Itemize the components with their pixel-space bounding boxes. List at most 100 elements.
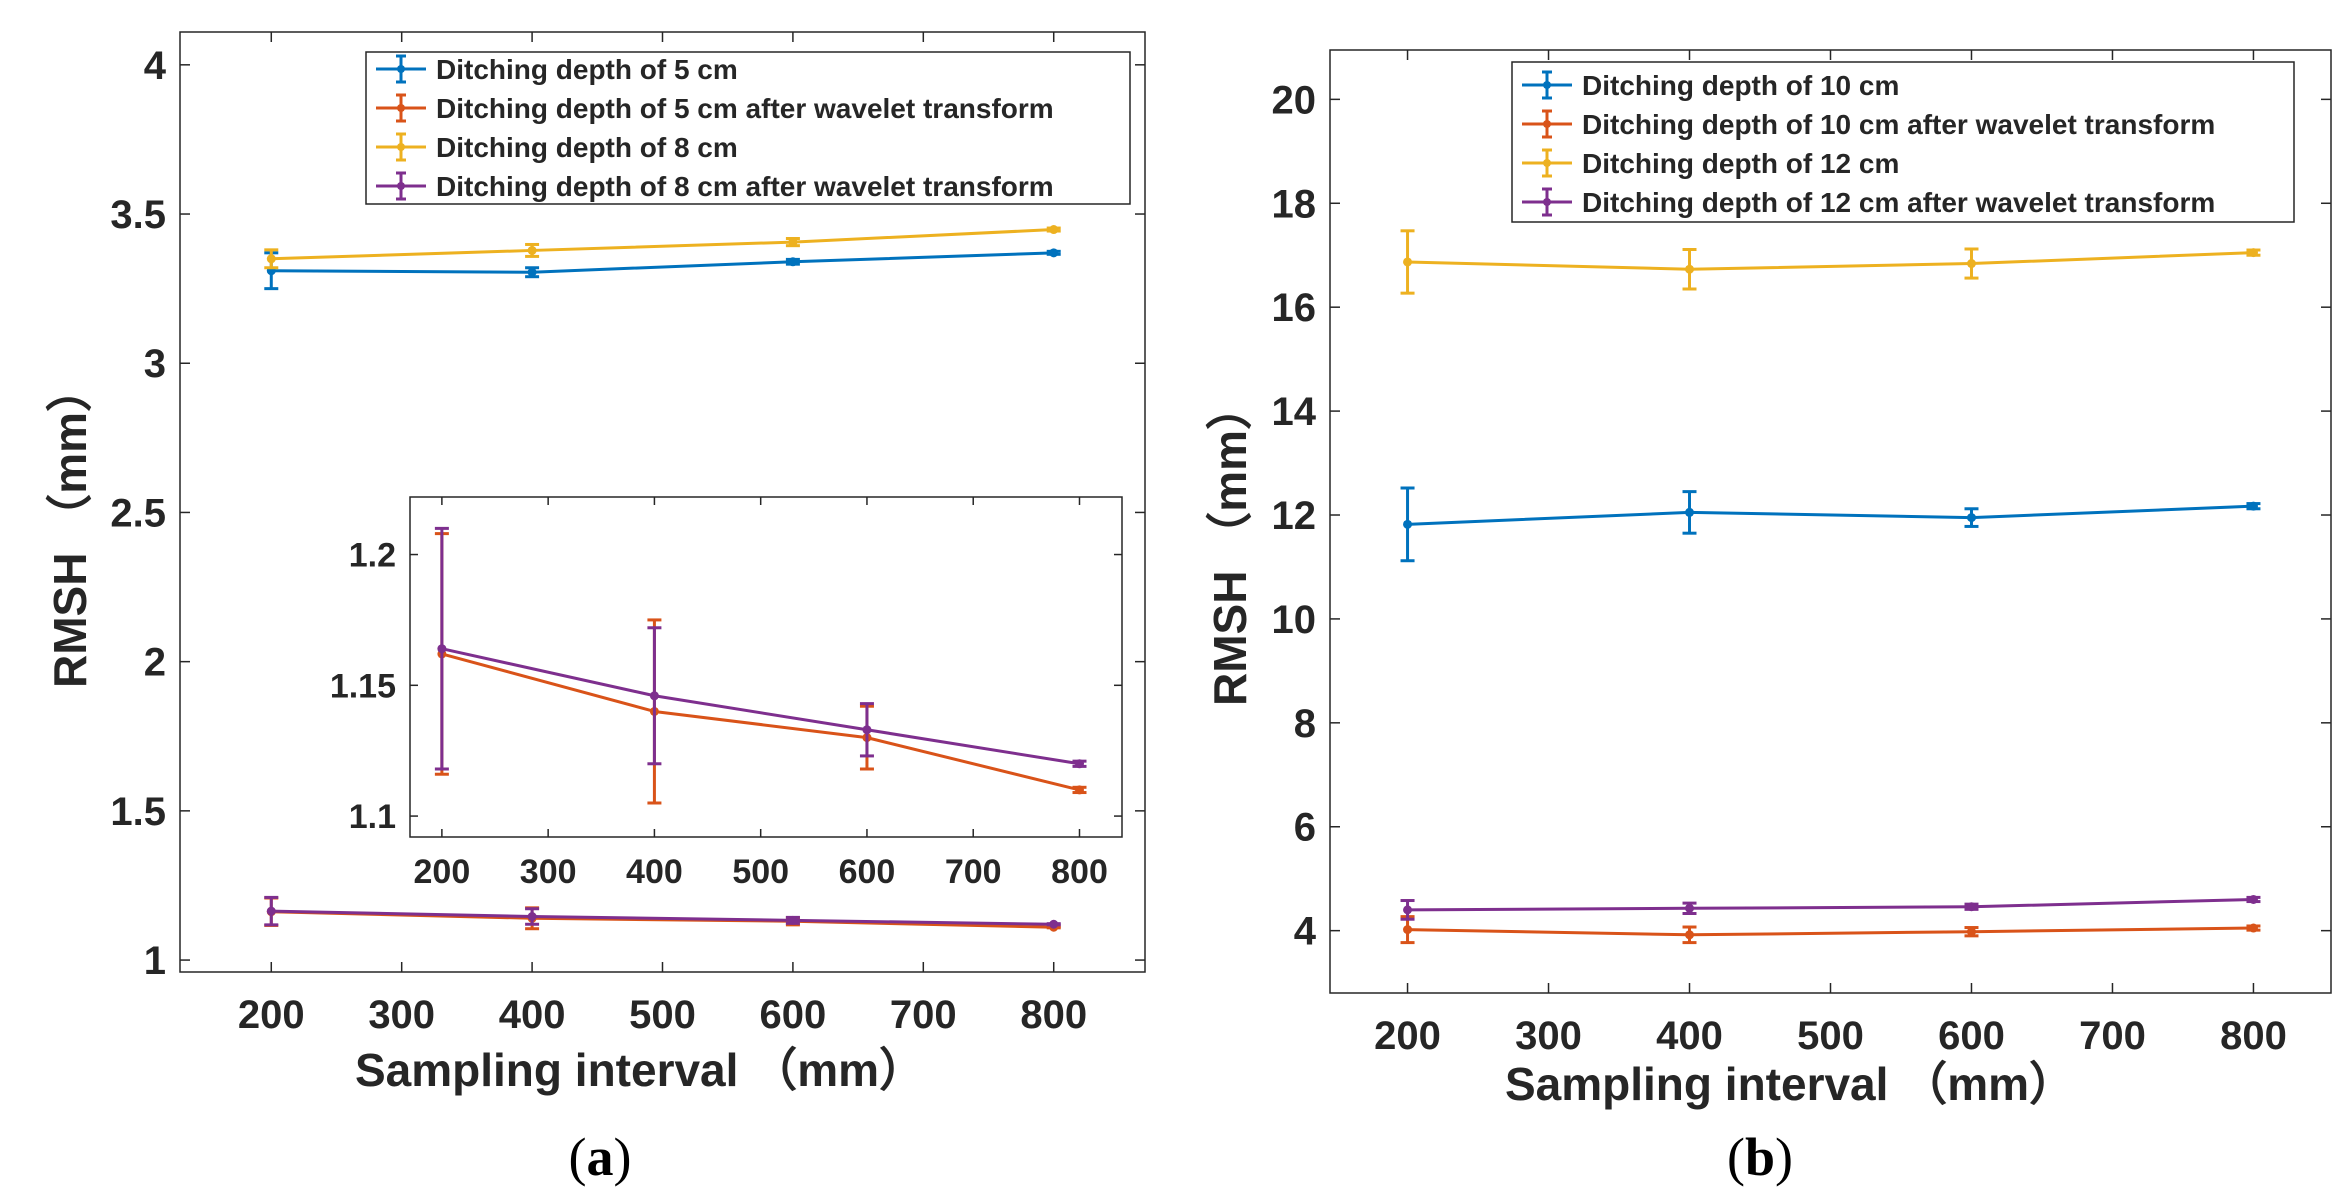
- panel-a-inset-series-1-point: [1074, 785, 1084, 795]
- panel-b-series-2-point: [1403, 925, 1413, 935]
- panel-a-y-tick-label: 3.5: [110, 193, 166, 237]
- panel-b-x-tick-label: 200: [1374, 1014, 1441, 1058]
- panel-a-series-1-point: [1049, 248, 1059, 258]
- panel-b-series-1-point: [1685, 507, 1695, 517]
- panel-b-legend-label: Ditching depth of 10 cm after wavelet tr…: [1582, 109, 2215, 140]
- panel-a-legend-swatch-point: [397, 182, 405, 190]
- panel-a-inset-y-tick-label: 1.15: [330, 667, 396, 705]
- panel-b-series-2-line: [1407, 926, 2254, 937]
- panel-b-y-tick-label: 14: [1272, 390, 1317, 434]
- panel-a-series-4-point: [1049, 919, 1059, 929]
- panel-a-inset-ticks: 200 300 400 500 600 700 800 1.1 1.15 1.2: [330, 497, 1122, 891]
- panel-a-inset-series-2-point: [862, 725, 872, 735]
- panel-a-x-axis-label: Sampling interval （mm）: [355, 1044, 925, 1096]
- panel-b-y-tick-label: 12: [1272, 494, 1317, 538]
- panel-a-legend-swatch-point: [397, 65, 405, 73]
- panel-a-inset-x-tick-label: 600: [839, 853, 896, 891]
- panel-a-x-tick-label: 300: [368, 993, 435, 1037]
- panel-a-legend-swatch-point: [397, 104, 405, 112]
- panel-b-x-tick-label: 500: [1797, 1014, 1864, 1058]
- panel-a-series-3-point: [266, 254, 276, 264]
- panel-a-y-tick-label: 4: [144, 44, 167, 88]
- panel-b-series-3-point: [1403, 257, 1413, 267]
- panel-a-inset-y-tick-label: 1.1: [349, 798, 396, 836]
- panel-a-y-tick-label: 2: [144, 641, 166, 685]
- panel-b-series-4-line: [1407, 897, 2254, 912]
- panel-b-legend: Ditching depth of 10 cm Ditching depth of…: [1511, 61, 2295, 223]
- panel-b-series-3-point: [1685, 264, 1695, 274]
- panel-a-series-4-point: [788, 915, 798, 925]
- panel-a-inset-y-tick-label: 1.2: [349, 537, 396, 575]
- panel-a-legend-label: Ditching depth of 8 cm: [436, 132, 738, 163]
- panel-a-label-letter: a: [587, 1127, 614, 1187]
- panel-a-label: (a): [569, 1127, 632, 1187]
- panel-b-label-letter: b: [1745, 1127, 1775, 1187]
- panel-b-label-open: (: [1727, 1127, 1745, 1187]
- panel-a-x-tick-label: 200: [238, 993, 305, 1037]
- panel-b-series-3-point: [1966, 259, 1976, 269]
- panel-b-legend-label: Ditching depth of 10 cm: [1582, 70, 1899, 101]
- panel-b-plot-marks: [1400, 229, 2261, 945]
- panel-a-legend-box: [365, 51, 1131, 205]
- panel-b-y-tick-label: 20: [1272, 78, 1317, 122]
- panel-b-legend-label: Ditching depth of 12 cm after wavelet tr…: [1582, 187, 2215, 218]
- panel-a-series-4-point: [266, 906, 276, 916]
- panel-b-y-tick-label: 18: [1272, 182, 1317, 226]
- panel-a-series-1-line: [271, 251, 1054, 274]
- panel-a-y-axis-label: RMSH （mm）: [44, 366, 96, 688]
- panel-a-legend: Ditching depth of 5 cm Ditching depth of …: [365, 51, 1131, 205]
- panel-b-series-2-point: [2248, 923, 2258, 933]
- panel-a-y-tick-label: 3: [144, 342, 166, 386]
- panel-b-legend-label: Ditching depth of 12 cm: [1582, 148, 1899, 179]
- panel-b-series-3-point: [2248, 248, 2258, 258]
- panel-b-legend-swatch-point: [1543, 120, 1551, 128]
- panel-a-inset-x-tick-label: 500: [732, 853, 789, 891]
- panel-b-series-4-point: [1685, 903, 1695, 913]
- panel-b-y-tick-label: 4: [1294, 910, 1317, 954]
- panel-b-x-tick-label: 600: [1938, 1014, 2005, 1058]
- panel-b-series-1-point: [2248, 501, 2258, 511]
- panel-b-y-tick-label: 16: [1272, 286, 1317, 330]
- panel-b-series-1-point: [1403, 519, 1413, 529]
- panel-b-legend-box: [1511, 61, 2295, 223]
- panel-a-inset-x-tick-label: 200: [414, 853, 471, 891]
- panel-b-x-tick-label: 700: [2079, 1014, 2146, 1058]
- panel-b-y-tick-label: 8: [1294, 702, 1316, 746]
- panel-a-ticks: 200 300 400 500 600 700 800 1 1.5 2 2.5 3 3.5 4: [110, 32, 1145, 1037]
- panel-a-y-tick-label: 2.5: [110, 491, 166, 535]
- panel-a-inset-plot-area: [409, 496, 1123, 838]
- panel-a-legend-label: Ditching depth of 8 cm after wavelet tra…: [436, 171, 1054, 202]
- panel-a-series-3-point: [527, 245, 537, 255]
- panel-a-series-3-point: [788, 237, 798, 247]
- panel-b-y-tick-label: 10: [1272, 598, 1317, 642]
- panel-b-series-4-point: [1966, 902, 1976, 912]
- panel-b-y-axis-label: RMSH （mm）: [1204, 384, 1256, 706]
- panel-b-series-1-line: [1407, 504, 2254, 526]
- panel-a-y-tick-label: 1.5: [110, 790, 166, 834]
- panel-a-inset-x-tick-label: 300: [520, 853, 577, 891]
- panel-b-chart: 200 300 400 500 600 700 800 4 6 8 10 12 14 16 18 20 Dit…: [1204, 49, 2332, 1187]
- panel-a-inset-series-2-line: [441, 647, 1080, 766]
- panel-a-legend-label: Ditching depth of 5 cm after wavelet tra…: [436, 93, 1054, 124]
- panel-a-legend-swatch-point: [397, 143, 405, 151]
- panel-b-x-tick-label: 400: [1656, 1014, 1723, 1058]
- panel-b-series-4-point: [1403, 905, 1413, 915]
- panel-b-x-tick-label: 800: [2220, 1014, 2287, 1058]
- panel-b-label: (b): [1727, 1127, 1793, 1187]
- panel-a-inset-x-tick-label: 400: [626, 853, 683, 891]
- panel-b-series-2-point: [1966, 927, 1976, 937]
- panel-a-inset-x-tick-label: 800: [1051, 853, 1108, 891]
- panel-b-series-3-line: [1407, 251, 2254, 271]
- panel-b-legend-swatch-point: [1543, 198, 1551, 206]
- panel-a-inset-series-1-line: [441, 652, 1080, 792]
- panel-b-series-1-point: [1966, 513, 1976, 523]
- panel-a-series-4-point: [527, 911, 537, 921]
- panel-a-x-tick-label: 500: [629, 993, 696, 1037]
- panel-a-series-3-line: [271, 228, 1054, 261]
- panel-a-y-tick-label: 1: [144, 939, 166, 983]
- panel-b-y-tick-label: 6: [1294, 806, 1316, 850]
- panel-a-inset-plot-marks: [434, 526, 1087, 805]
- panel-b-series-4-point: [2248, 894, 2258, 904]
- panel-b-x-tick-label: 300: [1515, 1014, 1582, 1058]
